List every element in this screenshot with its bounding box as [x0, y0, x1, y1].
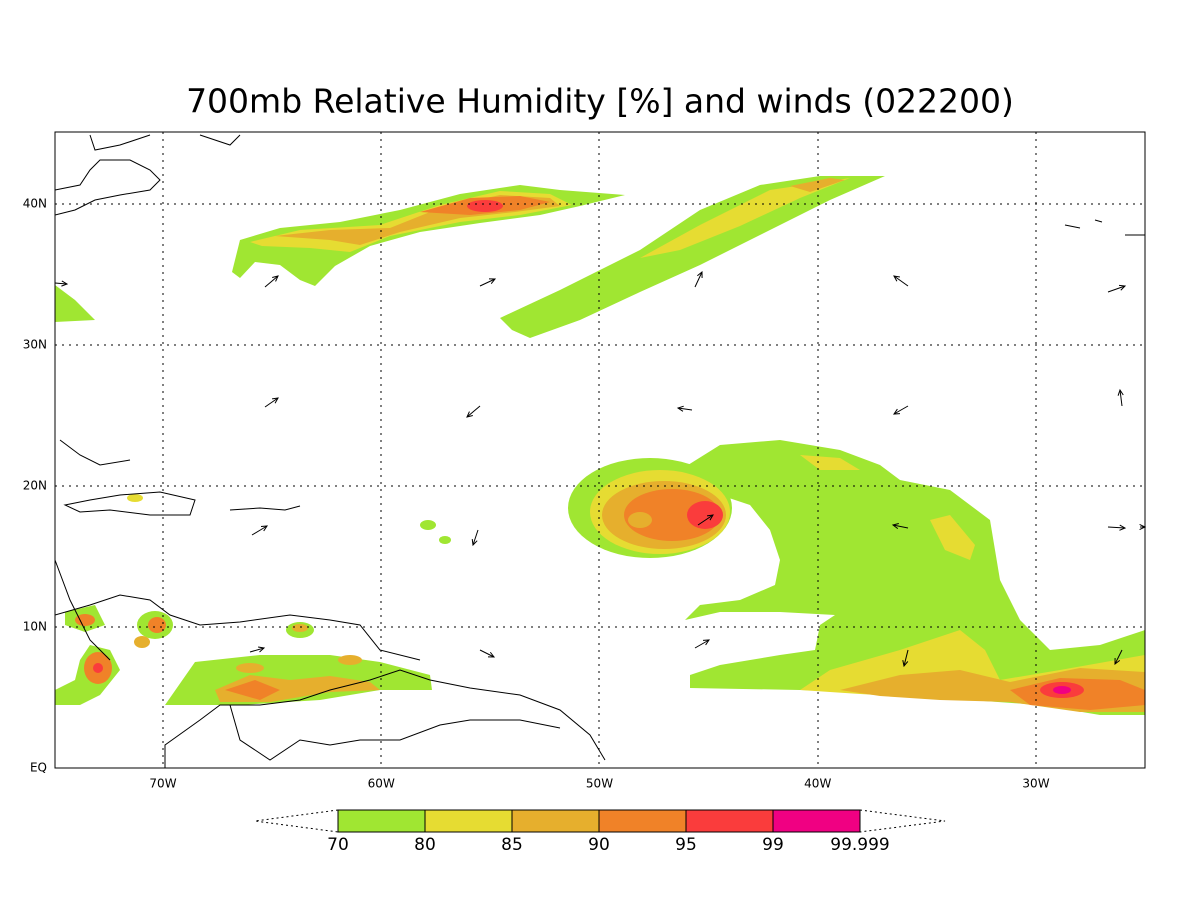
colorbar-label: 85	[501, 835, 523, 855]
wind-head	[1114, 657, 1121, 666]
wind-shaft	[694, 271, 703, 288]
colorbar-label: 95	[675, 835, 697, 855]
wind-head	[272, 275, 279, 282]
coastlines	[55, 134, 1145, 768]
colorbar-box	[598, 809, 687, 833]
wind-head	[258, 646, 266, 653]
wind-head	[466, 411, 473, 418]
colorbar-left-end	[254, 809, 339, 833]
lon-label: 60W	[368, 777, 395, 791]
axis-labels: 70W 60W 50W 40W 30W EQ 10N 20N 30N 40N	[23, 197, 1050, 791]
humidity-field	[55, 176, 1145, 715]
map-frame	[54, 131, 1146, 769]
lon-label: 30W	[1022, 777, 1049, 791]
colorbar-label: 70	[327, 835, 349, 855]
wind-head	[471, 538, 478, 547]
wind-head	[676, 405, 684, 412]
wind-shaft	[1119, 389, 1123, 407]
wind-head	[1118, 284, 1127, 291]
wind-head	[260, 525, 268, 532]
colorbar-box	[772, 809, 861, 833]
wind-shaft	[472, 529, 479, 546]
map-title: 700mb Relative Humidity [%] and winds (0…	[186, 82, 1014, 121]
lon-label: 40W	[804, 777, 831, 791]
lat-label: EQ	[30, 761, 47, 775]
colorbar-box	[424, 809, 513, 833]
wind-head	[271, 397, 279, 404]
wind-shaft	[677, 407, 693, 411]
graticule	[55, 132, 1145, 768]
lat-label: 30N	[23, 338, 47, 352]
colorbar-label: 80	[414, 835, 436, 855]
wind-shaft	[264, 275, 279, 288]
wind-shaft	[251, 525, 268, 536]
colorbar-box	[511, 809, 600, 833]
wind-shaft	[479, 649, 495, 658]
lat-label: 40N	[23, 197, 47, 211]
wind-shaft	[1114, 649, 1123, 665]
wind-head	[1119, 524, 1127, 531]
wind-head	[702, 639, 710, 646]
wind-head	[893, 275, 900, 282]
colorbar-label: 99	[762, 835, 784, 855]
lon-label: 70W	[149, 777, 176, 791]
wind-head	[902, 660, 909, 668]
wind-head	[697, 270, 703, 279]
wind-shaft	[1107, 526, 1126, 529]
wind-head	[1117, 388, 1124, 396]
wind-shaft	[893, 275, 909, 287]
colorbar-label: 99.999	[830, 835, 889, 855]
colorbar-right-end	[859, 809, 946, 833]
wind-shaft	[249, 647, 265, 653]
wind-head	[891, 523, 899, 530]
wind-shaft	[697, 514, 714, 526]
wind-shaft	[479, 278, 496, 287]
wind-shaft	[694, 639, 710, 649]
wind-shaft	[264, 397, 279, 408]
lat-label: 10N	[23, 620, 47, 634]
colorbar-box	[685, 809, 774, 833]
colorbar-label: 90	[588, 835, 610, 855]
colorbar: 70 80 85 90 95 99 99.999	[254, 809, 946, 855]
wind-head	[487, 651, 496, 658]
wind-shaft	[466, 405, 481, 418]
wind-vectors	[54, 270, 1147, 668]
wind-head	[706, 514, 714, 521]
wind-head	[61, 280, 69, 287]
wind-head	[488, 278, 497, 284]
lon-label: 50W	[586, 777, 613, 791]
lat-label: 20N	[23, 479, 47, 493]
wind-shaft	[1107, 285, 1126, 293]
colorbar-box	[337, 809, 426, 833]
wind-shaft	[903, 649, 909, 667]
wind-head	[893, 408, 901, 415]
wind-shaft	[893, 405, 909, 415]
wind-shaft	[54, 282, 68, 285]
wind-shaft	[892, 524, 909, 529]
